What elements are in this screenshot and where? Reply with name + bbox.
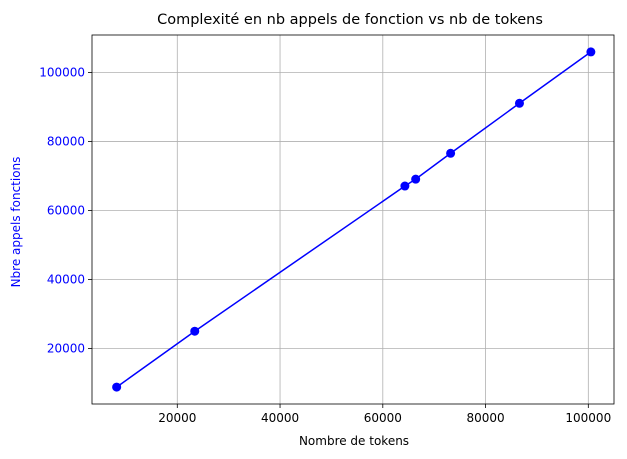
x-tick-label: 40000 xyxy=(261,411,299,425)
y-axis-label: Nbre appels fonctions xyxy=(9,157,23,288)
y-tick-label: 60000 xyxy=(47,204,85,218)
x-tick-label: 60000 xyxy=(364,411,402,425)
y-tick-label: 100000 xyxy=(39,66,85,80)
data-point xyxy=(400,181,410,191)
plot-area xyxy=(112,47,596,392)
data-point xyxy=(112,382,122,392)
data-point xyxy=(411,174,421,184)
data-point xyxy=(514,98,524,108)
axes: 20000 40000 60000 80000 100000 20000 40000 6000… xyxy=(39,34,615,425)
y-tick-label: 80000 xyxy=(47,135,85,149)
data-point xyxy=(586,47,596,57)
data-point xyxy=(446,148,456,158)
chart-title: Complexité en nb appels de fonction vs n… xyxy=(157,12,543,28)
y-tick-label: 20000 xyxy=(47,341,85,355)
x-axis-label: Nombre de tokens xyxy=(299,434,409,448)
y-tick-label: 40000 xyxy=(47,273,85,287)
x-tick-label: 100000 xyxy=(565,411,611,425)
x-tick-label: 20000 xyxy=(158,411,196,425)
x-tick-label: 80000 xyxy=(466,411,504,425)
axes-frame xyxy=(91,34,615,405)
grid xyxy=(92,35,614,404)
data-point xyxy=(190,326,200,336)
